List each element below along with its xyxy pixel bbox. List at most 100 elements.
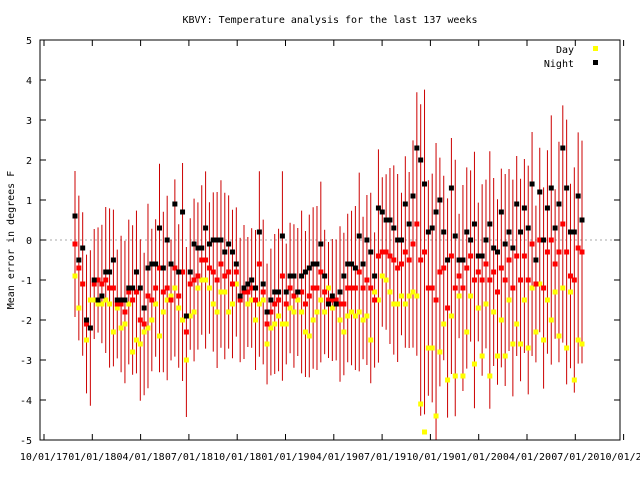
day-point: [210, 301, 216, 307]
mean-point: [525, 277, 531, 283]
x-tick-label: 01/01/18: [68, 452, 116, 463]
legend-label-night: Night: [544, 59, 574, 70]
day-point: [364, 313, 370, 319]
day-point: [256, 301, 262, 307]
day-point: [567, 289, 573, 295]
night-point: [483, 237, 489, 243]
day-point: [268, 325, 274, 331]
night-point: [379, 209, 385, 215]
y-tick-label: 4: [26, 76, 32, 87]
day-point: [279, 321, 285, 327]
night-point: [260, 281, 266, 287]
night-point: [448, 185, 454, 191]
x-tick-label: 01/01/20: [455, 452, 503, 463]
mean-point: [310, 285, 316, 291]
mean-point: [422, 249, 428, 255]
night-point: [110, 257, 116, 263]
day-point: [222, 289, 228, 295]
day-point: [306, 333, 312, 339]
mean-point: [122, 309, 128, 315]
mean-point: [272, 301, 278, 307]
y-tick-label: -4: [20, 396, 32, 407]
day-point: [479, 353, 485, 359]
night-point: [425, 229, 431, 235]
day-point: [160, 309, 166, 315]
night-point: [114, 297, 120, 303]
x-tick-label: 04/01/18: [117, 452, 165, 463]
night-point: [195, 245, 201, 251]
day-point: [133, 337, 139, 343]
mean-point: [498, 265, 504, 271]
day-point: [529, 285, 535, 291]
mean-point: [337, 301, 343, 307]
day-point: [226, 309, 232, 315]
mean-point: [76, 265, 82, 271]
night-point: [253, 285, 259, 291]
day-point: [103, 297, 109, 303]
night-point: [506, 229, 512, 235]
night-point: [168, 261, 174, 267]
day-point: [310, 317, 316, 323]
night-point: [560, 145, 566, 151]
day-point: [379, 273, 385, 279]
day-point: [518, 341, 524, 347]
day-point: [498, 317, 504, 323]
night-point: [130, 285, 136, 291]
day-point: [537, 281, 543, 287]
mean-point: [233, 269, 239, 275]
day-point: [571, 377, 577, 383]
night-point: [495, 249, 500, 255]
x-tick-label: 04/01/20: [503, 452, 551, 463]
day-point: [145, 325, 151, 331]
mean-point: [552, 261, 558, 267]
day-point: [168, 293, 174, 299]
mean-point: [264, 321, 270, 327]
night-point: [395, 237, 401, 243]
night-point: [91, 277, 97, 283]
mean-point: [287, 285, 293, 291]
day-point: [387, 289, 393, 295]
day-point: [360, 317, 366, 323]
day-point: [329, 305, 335, 311]
mean-point: [299, 289, 305, 295]
mean-point: [564, 249, 570, 255]
data-points: [72, 145, 585, 435]
x-tick-label: 01/01/19: [261, 452, 309, 463]
x-tick-label: 07/01/19: [358, 452, 406, 463]
mean-point: [364, 277, 370, 283]
night-point: [333, 301, 339, 307]
y-tick-label: -3: [20, 356, 32, 367]
mean-point: [510, 285, 516, 291]
night-point: [429, 225, 435, 231]
mean-point: [475, 269, 481, 275]
day-point: [87, 297, 93, 303]
day-point: [264, 341, 270, 347]
mean-point: [199, 257, 205, 263]
day-point: [464, 329, 470, 335]
mean-point: [318, 269, 324, 275]
night-point: [137, 285, 143, 291]
mean-point: [375, 253, 381, 259]
night-point: [149, 261, 155, 267]
night-point: [356, 233, 362, 239]
day-point: [372, 289, 378, 295]
mean-point: [502, 277, 508, 283]
day-point: [114, 305, 120, 311]
y-tick-label: 5: [26, 36, 32, 47]
day-point: [556, 333, 562, 339]
day-point: [141, 329, 147, 335]
day-point: [437, 349, 443, 355]
mean-point: [314, 285, 320, 291]
mean-point: [260, 289, 266, 295]
mean-point: [456, 273, 462, 279]
mean-point: [571, 277, 577, 283]
mean-point: [483, 261, 489, 267]
day-point: [153, 301, 159, 307]
night-point: [122, 297, 128, 303]
day-point: [99, 301, 105, 307]
night-point: [264, 309, 270, 315]
day-point: [475, 305, 481, 311]
night-point: [314, 261, 320, 267]
mean-point: [126, 289, 132, 295]
